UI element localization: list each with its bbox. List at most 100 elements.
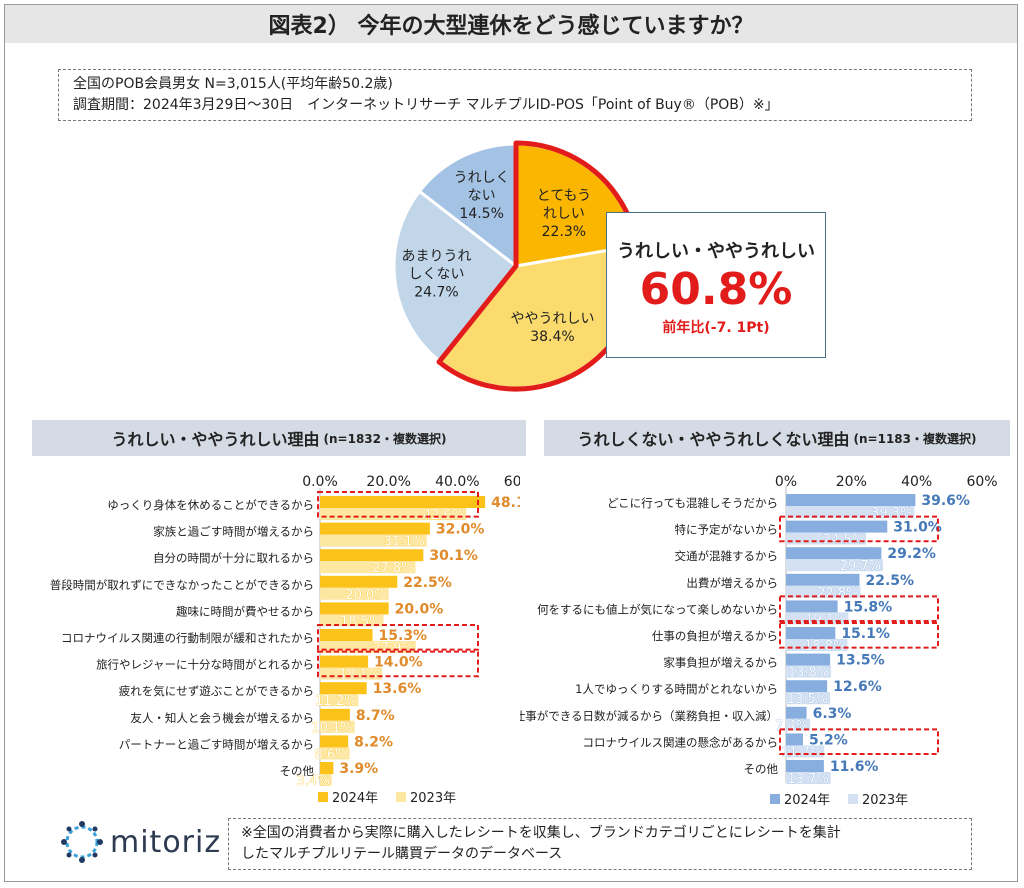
x-tick-label: 60.0% [504, 474, 520, 490]
mitoriz-logo-icon [61, 821, 103, 863]
summary-callout: うれしい・ややうれしい 60.8% 前年比(-7. 1Pt) [606, 212, 826, 358]
x-tick-label: 0% [775, 474, 797, 490]
pie-label-text: ない [468, 188, 496, 204]
value-label-2024: 13.6% [373, 681, 422, 697]
logo-text: mitoriz [110, 824, 222, 860]
value-label-2023: 13.7% [787, 772, 828, 787]
value-label-2024: 3.9% [339, 761, 378, 777]
value-label-2023: 13.5% [787, 692, 828, 707]
value-label-2024: 22.5% [866, 573, 915, 589]
legend-swatch [318, 792, 328, 802]
value-label-2024: 8.7% [356, 708, 395, 724]
pie-label-text: あまりうれ [402, 248, 472, 264]
legend-swatch [848, 794, 858, 804]
value-label-2024: 15.1% [841, 626, 890, 642]
bar-2024 [320, 522, 430, 535]
bar-2024 [320, 549, 424, 562]
value-label-2024: 30.1% [429, 548, 478, 564]
value-label-2024: 22.5% [403, 575, 452, 591]
bar-2023 [786, 506, 915, 518]
left-bar-chart: 0.0% 20.0% 40.0% 60.0% ゆっくり身体を休めることができるから 42.… [50, 474, 520, 806]
value-label-2023: 13.8% [788, 666, 829, 681]
left-header-sub: (n=1832・複数選択) [323, 431, 447, 446]
category-label: 趣味に時間が費やせるから [176, 604, 314, 618]
bar-2024 [786, 494, 916, 506]
bar-2023 [786, 692, 831, 705]
survey-info-box: 全国のPOB会員男女 N=3,015人(平均年齢50.2歳) 調査期間：2024… [58, 69, 972, 121]
pie-label-3: うれしくない 14.5% [454, 170, 510, 222]
category-label: その他 [280, 764, 315, 778]
category-label: 交通が混雑するから [675, 549, 779, 563]
value-label-2023: 11.2% [315, 694, 356, 709]
bar-2023 [320, 534, 427, 547]
bar-2023 [786, 718, 811, 731]
value-label-2024: 12.6% [833, 679, 882, 695]
bar-2024 [786, 573, 860, 586]
pie-label-text: 14.5% [459, 206, 503, 222]
bar-2024 [320, 602, 389, 615]
value-label-2024: 11.6% [830, 759, 879, 775]
bar-2024 [786, 600, 838, 613]
highlight-box [317, 624, 479, 651]
bar-2024 [320, 682, 367, 695]
bar-2024 [786, 627, 836, 639]
bar-2023 [786, 585, 861, 598]
category-label: コロナウイルス関連の行動制限が緩和されたから [61, 631, 314, 645]
value-label-2023: 11.7% [781, 745, 822, 760]
bar-2024 [786, 653, 831, 666]
value-label-2023: 18.1% [339, 668, 380, 683]
value-label-2024: 29.2% [887, 546, 936, 562]
category-label: 1人でゆっくりする時間がとれないから [575, 682, 778, 696]
category-label: 疲れを気にせず遊ぶことができるから [119, 684, 314, 698]
pie-label-text: しくない [409, 266, 465, 282]
value-label-2024: 39.6% [921, 493, 970, 509]
category-label: コロナウイルス関連の懸念があるから [583, 735, 779, 749]
category-label: 友人・知人と会う機会が増えるから [130, 711, 314, 725]
bar-2024 [786, 760, 824, 772]
category-label: 仕事ができる日数が減るから（業務負担・収入減） [520, 709, 778, 723]
bar-2023 [320, 614, 384, 627]
category-label: 出費が増えるから [686, 576, 778, 590]
value-label-2023: 3.4% [297, 774, 330, 789]
value-label-2024: 13.5% [836, 653, 885, 669]
value-label-2024: 20.0% [395, 601, 444, 617]
pie-label-text: れしい [543, 206, 585, 222]
bar-2024 [786, 520, 888, 533]
bar-2023 [320, 561, 416, 574]
bar-2023 [320, 747, 350, 760]
bar-2024 [320, 496, 486, 508]
pie-label-1: ややうれしい 38.4% [510, 311, 594, 345]
value-label-2023: 18.8% [804, 639, 845, 654]
bar-2023 [320, 694, 359, 707]
value-label-2024: 32.0% [436, 522, 485, 538]
legend-swatch [770, 794, 780, 804]
bar-2023 [320, 641, 416, 653]
x-tick-label: 20% [836, 474, 867, 490]
value-label-2024: 5.2% [809, 732, 848, 748]
bar-2023 [786, 559, 884, 572]
value-label-2023: 31.1% [383, 535, 424, 550]
x-tick-label: 40.0% [435, 474, 479, 490]
bar-2024 [320, 655, 369, 668]
category-label: 旅行やレジャーに十分な時間がとれるから [96, 658, 314, 672]
legend-swatch [396, 792, 406, 802]
legend-label: 2024年 [332, 791, 378, 806]
value-label-2023: 8.6% [314, 747, 347, 762]
survey-info-line-1: 全国のPOB会員男女 N=3,015人(平均年齢50.2歳) [73, 76, 393, 92]
highlight-box [779, 515, 939, 543]
highlight-box [317, 650, 479, 678]
value-label-2024: 31.0% [893, 520, 942, 536]
bar-2024 [786, 680, 828, 693]
category-label: 仕事の負担が増えるから [652, 629, 778, 643]
value-label-2023: 27.8% [372, 561, 413, 576]
legend-label: 2024年 [784, 793, 830, 808]
bar-2023 [786, 772, 831, 784]
callout-label: うれしい・ややうれしい [617, 241, 815, 262]
survey-info-line-2: 調査期間：2024年3月29日～30日 インターネットリサーチ マルチプルID-… [73, 97, 779, 113]
left-header-title: うれしい・ややうれしい理由 [111, 430, 320, 449]
bar-2023 [786, 665, 832, 678]
footer-note-line-1: ※全国の消費者から実際に購入したレシートを収集し、ブランドカテゴリごとにレシート… [241, 825, 841, 841]
highlight-box [779, 595, 939, 622]
